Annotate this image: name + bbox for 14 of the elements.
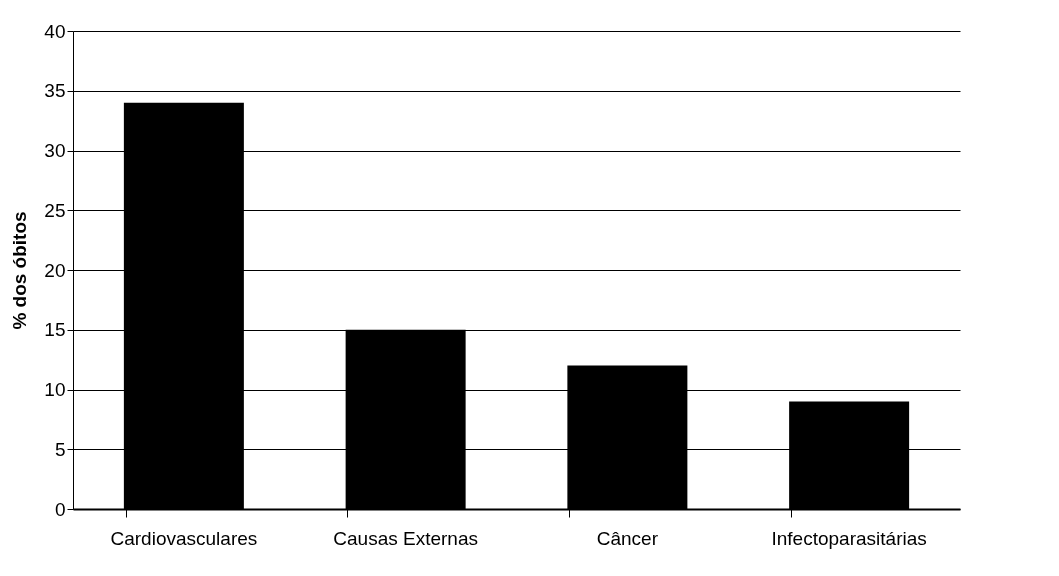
y-tick-label: 40 [44, 20, 66, 42]
x-tick-label: Câncer [596, 527, 659, 549]
x-tick-label: Infectoparasitárias [771, 527, 927, 549]
y-tick-label: 35 [44, 80, 66, 102]
y-tick-label: 5 [54, 438, 66, 460]
y-tick-label: 25 [44, 199, 66, 221]
y-tick-label: 20 [44, 259, 66, 281]
x-tick-label: Cardiovasculares [110, 527, 258, 549]
y-tick-label: 30 [44, 140, 66, 161]
y-tick-label: 15 [44, 319, 66, 341]
x-tick-label: Causas Externas [333, 527, 478, 549]
y-tick-label: 10 [44, 379, 66, 400]
y-axis-title: % dos óbitos [9, 211, 31, 330]
y-tick-label: 0 [54, 498, 66, 520]
